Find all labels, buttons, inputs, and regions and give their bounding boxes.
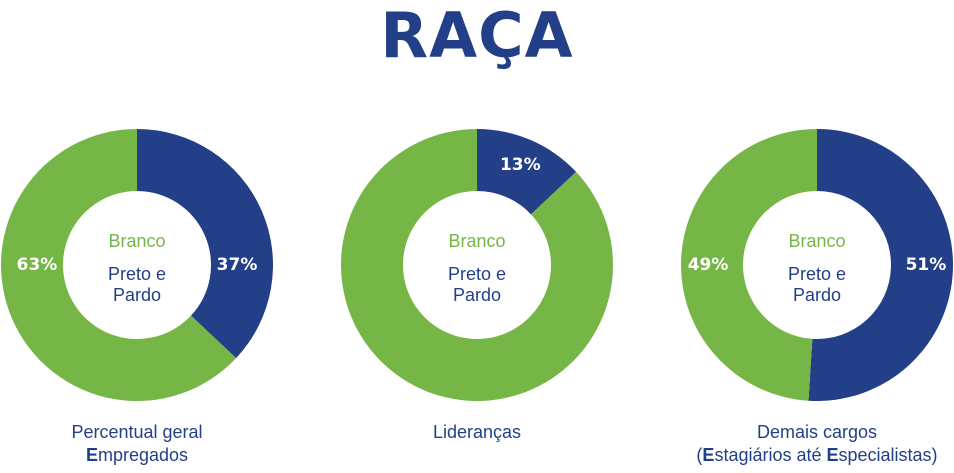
caption-other-roles-line1: Demais cargos — [756, 422, 878, 442]
donut-slice-branco — [681, 129, 817, 401]
caption-leadership-line1: Lideranças — [432, 422, 522, 442]
center-label-branco: Branco — [788, 231, 845, 251]
caption-other-roles: Demais cargos (Estagiários até Especiali… — [667, 421, 954, 467]
caption-general: Percentual geral Empregados — [0, 421, 287, 467]
center-label-preto-line1: Preto e — [788, 264, 846, 284]
donut-value-label: 51% — [906, 255, 947, 275]
donut-slice-branco — [1, 129, 237, 401]
caption-paren-open: ( — [696, 445, 703, 465]
donut-value-label: 87% — [413, 255, 454, 275]
donut-slice-preto-pardo — [137, 129, 273, 359]
center-label-branco: Branco — [448, 231, 505, 251]
donut-value-label: 49% — [688, 255, 729, 275]
caption-initial-e1: E — [702, 445, 715, 465]
caption-general-line1: Percentual geral — [71, 422, 203, 442]
center-label-preto-line2: Pardo — [113, 285, 161, 305]
donut-slice-branco — [341, 129, 613, 401]
page-title: RAÇA — [380, 0, 574, 72]
center-label-preto-line2: Pardo — [453, 285, 501, 305]
caption-initial-e2: E — [826, 445, 839, 465]
caption-general-line2: Empregados — [0, 444, 287, 467]
caption-leadership: Lideranças — [327, 421, 627, 444]
caption-text-2: specialistas) — [838, 445, 938, 465]
donut-value-label: 63% — [17, 255, 58, 275]
caption-other-roles-line2: (Estagiários até Especialistas) — [667, 444, 954, 467]
donut-value-label: 37% — [217, 255, 258, 275]
center-label-preto-line2: Pardo — [793, 285, 841, 305]
donut-value-label: 13% — [500, 155, 541, 175]
caption-text-1: stagiários até — [714, 445, 827, 465]
center-label-branco: Branco — [108, 231, 165, 251]
center-label-preto-line1: Preto e — [448, 264, 506, 284]
donut-slice-preto-pardo — [477, 129, 577, 215]
donut-slice-preto-pardo — [808, 129, 954, 401]
center-label-preto-line1: Preto e — [108, 264, 166, 284]
caption-general-rest: mpregados — [97, 445, 189, 465]
caption-general-initial: E — [85, 445, 98, 465]
